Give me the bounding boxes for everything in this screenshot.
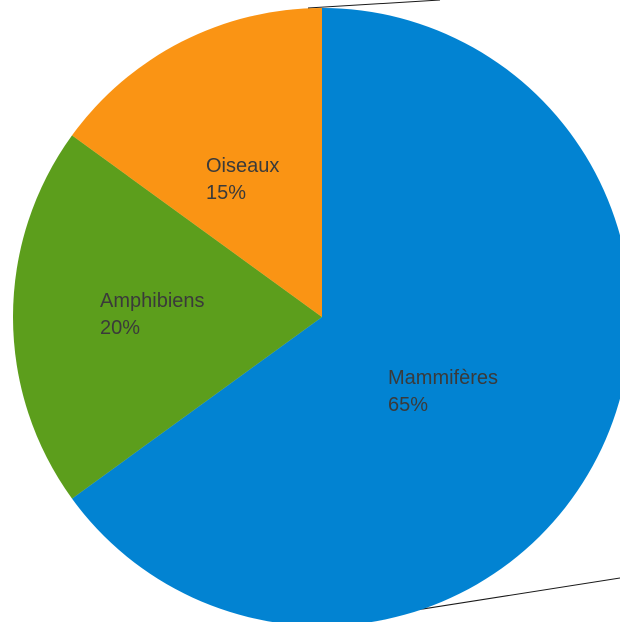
slice-name: Amphibiens	[100, 290, 205, 312]
slice-percent: 15%	[206, 182, 246, 204]
pie-slice-mammiferes	[72, 8, 620, 622]
pie-slice-oiseaux	[72, 7, 322, 317]
pie-slices	[12, 7, 620, 622]
slice-name: Mammifères	[388, 367, 498, 389]
slice-label-amphibiens: Amphibiens 20%	[100, 290, 210, 339]
slice-label-oiseaux: Oiseaux 15%	[206, 155, 285, 204]
slice-percent: 20%	[100, 317, 140, 339]
leader-line	[307, 0, 441, 9]
slice-name: Oiseaux	[206, 155, 279, 177]
slice-label-mammiferes: Mammifères 65%	[388, 367, 504, 416]
pie-slice-amphibiens	[12, 135, 322, 499]
slice-percent: 65%	[388, 394, 428, 416]
